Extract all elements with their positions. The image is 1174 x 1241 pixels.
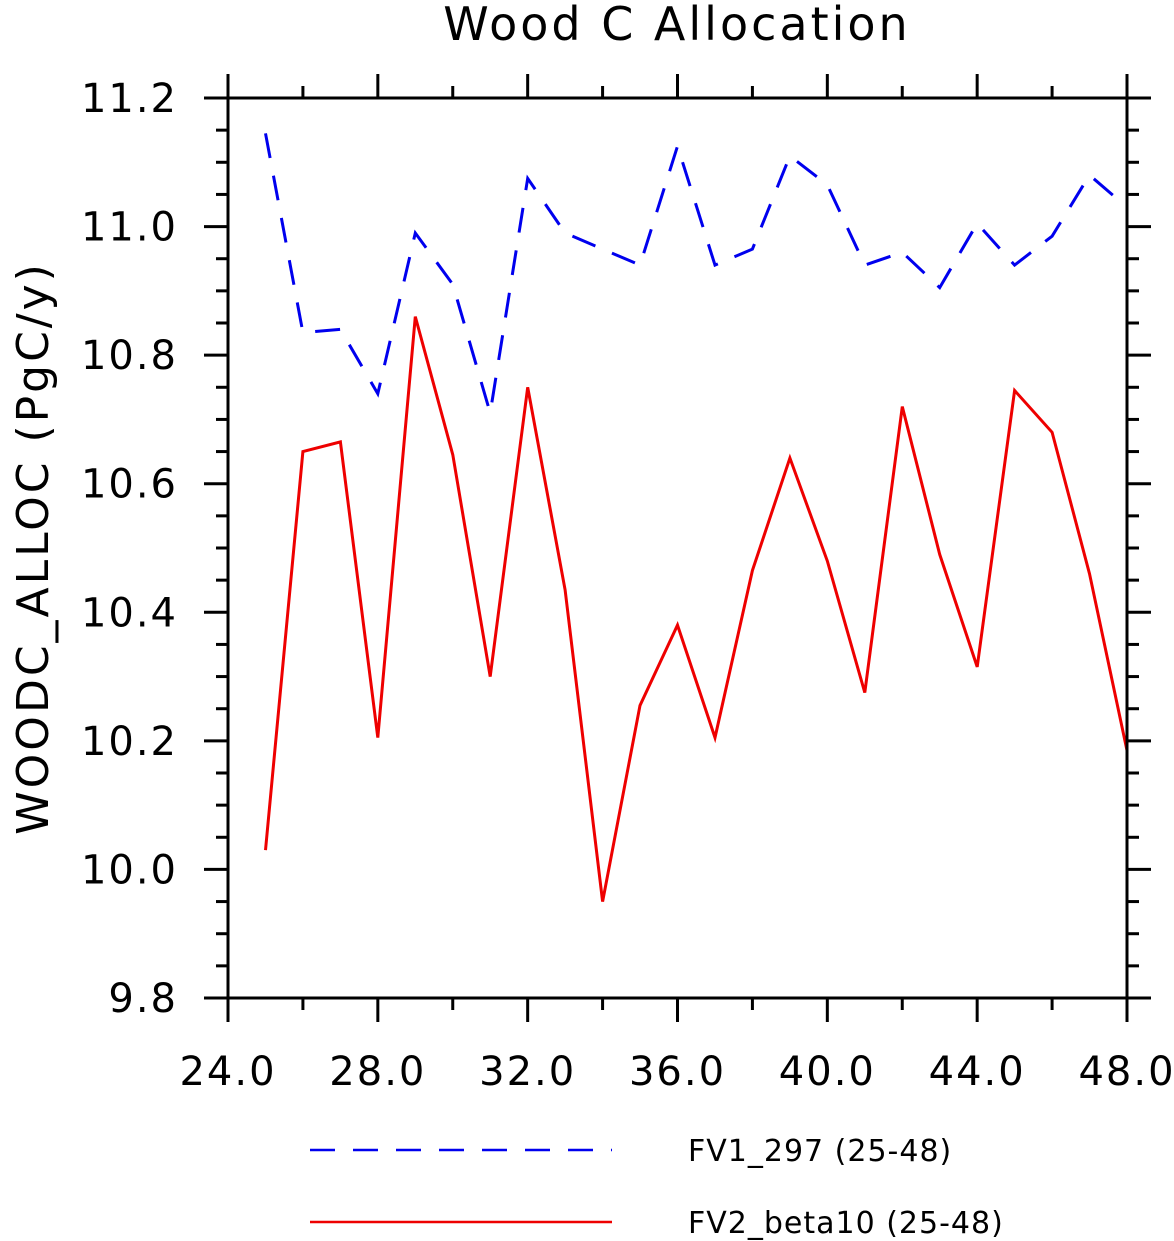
x-tick-label: 40.0 <box>779 1049 876 1095</box>
legend-label-0: FV1_297 (25-48) <box>688 1134 952 1169</box>
series-line-0 <box>264 133 1128 414</box>
x-tick-label: 44.0 <box>929 1049 1026 1095</box>
chart-title: Wood C Allocation <box>443 0 910 51</box>
y-tick-label: 10.2 <box>81 719 178 765</box>
y-tick-label: 10.4 <box>81 590 178 636</box>
x-tick-label: 28.0 <box>329 1049 426 1095</box>
legend: FV1_297 (25-48) FV2_beta10 (25-48) <box>310 1134 1004 1241</box>
y-tick-label: 10.0 <box>81 847 178 893</box>
axis-tick-labels: 24.0 28.0 32.0 36.0 40.0 44.0 48.0 9.8 10.0 10.2 1… <box>81 76 1174 1095</box>
y-tick-label: 10.8 <box>81 333 178 379</box>
x-tick-label: 24.0 <box>179 1049 276 1095</box>
x-tick-label: 32.0 <box>479 1049 576 1095</box>
x-tick-label: 48.0 <box>1078 1049 1174 1095</box>
y-tick-label: 10.6 <box>81 462 178 508</box>
y-tick-label: 11.0 <box>81 205 178 251</box>
x-tick-label: 36.0 <box>629 1049 726 1095</box>
y-axis-label: WOODC_ALLOC (PgC/y) <box>8 261 59 835</box>
y-tick-label: 9.8 <box>108 976 178 1022</box>
legend-label-1: FV2_beta10 (25-48) <box>688 1206 1004 1241</box>
axis-ticks <box>204 74 1151 1022</box>
series-line-1 <box>264 316 1129 902</box>
y-tick-label: 11.2 <box>81 76 178 122</box>
series-lines <box>264 133 1129 902</box>
plot-frame <box>226 96 1129 1000</box>
